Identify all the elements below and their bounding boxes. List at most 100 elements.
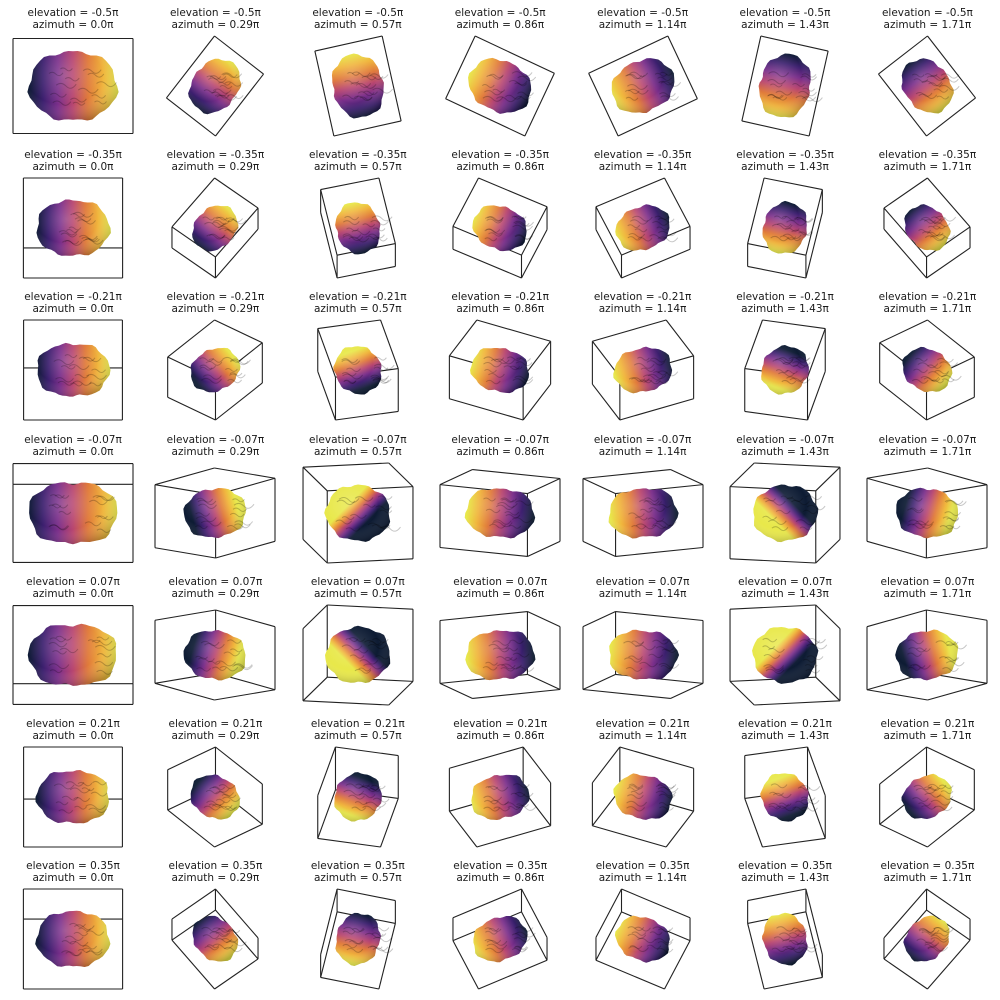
sulcus — [796, 943, 818, 949]
sulcus — [341, 359, 360, 366]
sulcus — [223, 651, 241, 657]
sulcus — [377, 494, 393, 500]
elevation-label: elevation = -0.07π — [24, 433, 122, 446]
sulcus — [208, 660, 221, 665]
sulcus — [96, 652, 112, 658]
sulcus — [505, 513, 521, 519]
box-edge — [478, 959, 548, 990]
sulcus — [96, 669, 114, 675]
sulcus — [85, 950, 103, 956]
sulcus — [58, 510, 72, 515]
box-edge — [730, 604, 816, 610]
sulcus — [805, 668, 821, 674]
sulcus — [786, 496, 804, 502]
sulcus — [912, 522, 934, 529]
view-panel: elevation = 0.21π azimuth = 0.0π — [2, 711, 144, 853]
brain-shading — [334, 772, 382, 822]
sulcus — [203, 374, 223, 381]
sulcus — [505, 94, 523, 100]
sulcus — [70, 213, 86, 218]
brain-shading — [758, 53, 811, 118]
sulcus — [342, 233, 362, 239]
sulcus — [220, 85, 233, 89]
box-edge — [302, 538, 328, 563]
box-edge — [663, 177, 691, 227]
brain-shading — [762, 912, 808, 966]
sulcus — [367, 945, 389, 952]
box-edge — [335, 746, 399, 757]
elevation-label: elevation = -0.35π — [593, 149, 692, 162]
brain-render — [302, 604, 414, 706]
box-edge — [883, 207, 928, 258]
azimuth-label: azimuth = 1.71π — [883, 587, 972, 600]
sulcus — [81, 787, 95, 792]
sulcus — [345, 783, 365, 789]
brain-shading — [35, 910, 111, 968]
sulcus — [77, 781, 93, 787]
sulcus — [658, 806, 674, 811]
view-panel: elevation = -0.5π azimuth = 0.29π — [144, 0, 286, 142]
sulcus — [658, 793, 676, 799]
sulcus — [786, 220, 807, 227]
sulcus — [78, 927, 92, 932]
sulcus — [762, 515, 778, 520]
box-edge — [879, 382, 928, 421]
box-edge — [445, 35, 476, 99]
brain-shading — [468, 57, 532, 114]
sulcus — [488, 643, 510, 650]
azimuth-label: azimuth = 1.43π — [741, 872, 829, 885]
brain-render — [22, 888, 124, 990]
sulcus — [372, 378, 392, 384]
sulcus — [351, 230, 371, 236]
brain-render — [439, 468, 561, 557]
sulcus — [630, 377, 650, 383]
sulcus — [206, 75, 222, 80]
azimuth-label: azimuth = 1.14π — [598, 161, 687, 174]
sulcus — [211, 91, 229, 97]
azimuth-label: azimuth = 1.71π — [883, 872, 972, 885]
brain-shading — [191, 774, 241, 820]
sulcus — [91, 94, 107, 99]
view-panel: elevation = -0.21π azimuth = 0.29π — [144, 284, 286, 426]
sulcus — [658, 92, 676, 98]
box-edge — [926, 609, 988, 621]
sulcus — [96, 495, 115, 501]
sulcus — [659, 71, 673, 76]
sulcus — [625, 666, 643, 672]
elevation-label: elevation = -0.21π — [878, 291, 977, 304]
box-edge — [595, 911, 622, 961]
box-edge — [591, 746, 620, 784]
brain-shading — [29, 481, 118, 544]
sulcus — [931, 216, 947, 221]
sulcus — [343, 380, 356, 385]
box-edge — [327, 557, 413, 564]
sulcus — [493, 806, 511, 812]
azimuth-label: azimuth = 1.43π — [741, 587, 829, 600]
sulcus — [798, 231, 814, 237]
brain-shading — [27, 51, 119, 121]
view-panel: elevation = 0.07π azimuth = 0.57π — [287, 569, 429, 711]
sulcus — [362, 223, 375, 228]
sulcus — [357, 91, 375, 97]
sulcus — [513, 946, 529, 951]
sulcus — [512, 652, 530, 658]
sulcus — [65, 951, 83, 957]
sulcus — [655, 226, 669, 231]
elevation-label: elevation = -0.21π — [736, 291, 834, 304]
sulcus — [200, 367, 213, 372]
sulcus — [646, 944, 661, 950]
sulcus — [791, 229, 813, 236]
box-edge — [171, 177, 216, 228]
sulcus — [648, 234, 668, 240]
view-panel: elevation = -0.35π azimuth = 1.14π — [572, 142, 714, 284]
box-edge — [449, 746, 524, 769]
sulcus — [797, 786, 811, 791]
view-panel: elevation = 0.21π azimuth = 1.71π — [856, 711, 998, 853]
brain-render — [883, 888, 971, 990]
sulcus — [61, 950, 82, 957]
sulcus — [785, 945, 801, 951]
sulcus — [907, 507, 925, 513]
sulcus — [800, 75, 818, 81]
sulcus — [919, 219, 937, 225]
box-edge — [472, 468, 561, 479]
